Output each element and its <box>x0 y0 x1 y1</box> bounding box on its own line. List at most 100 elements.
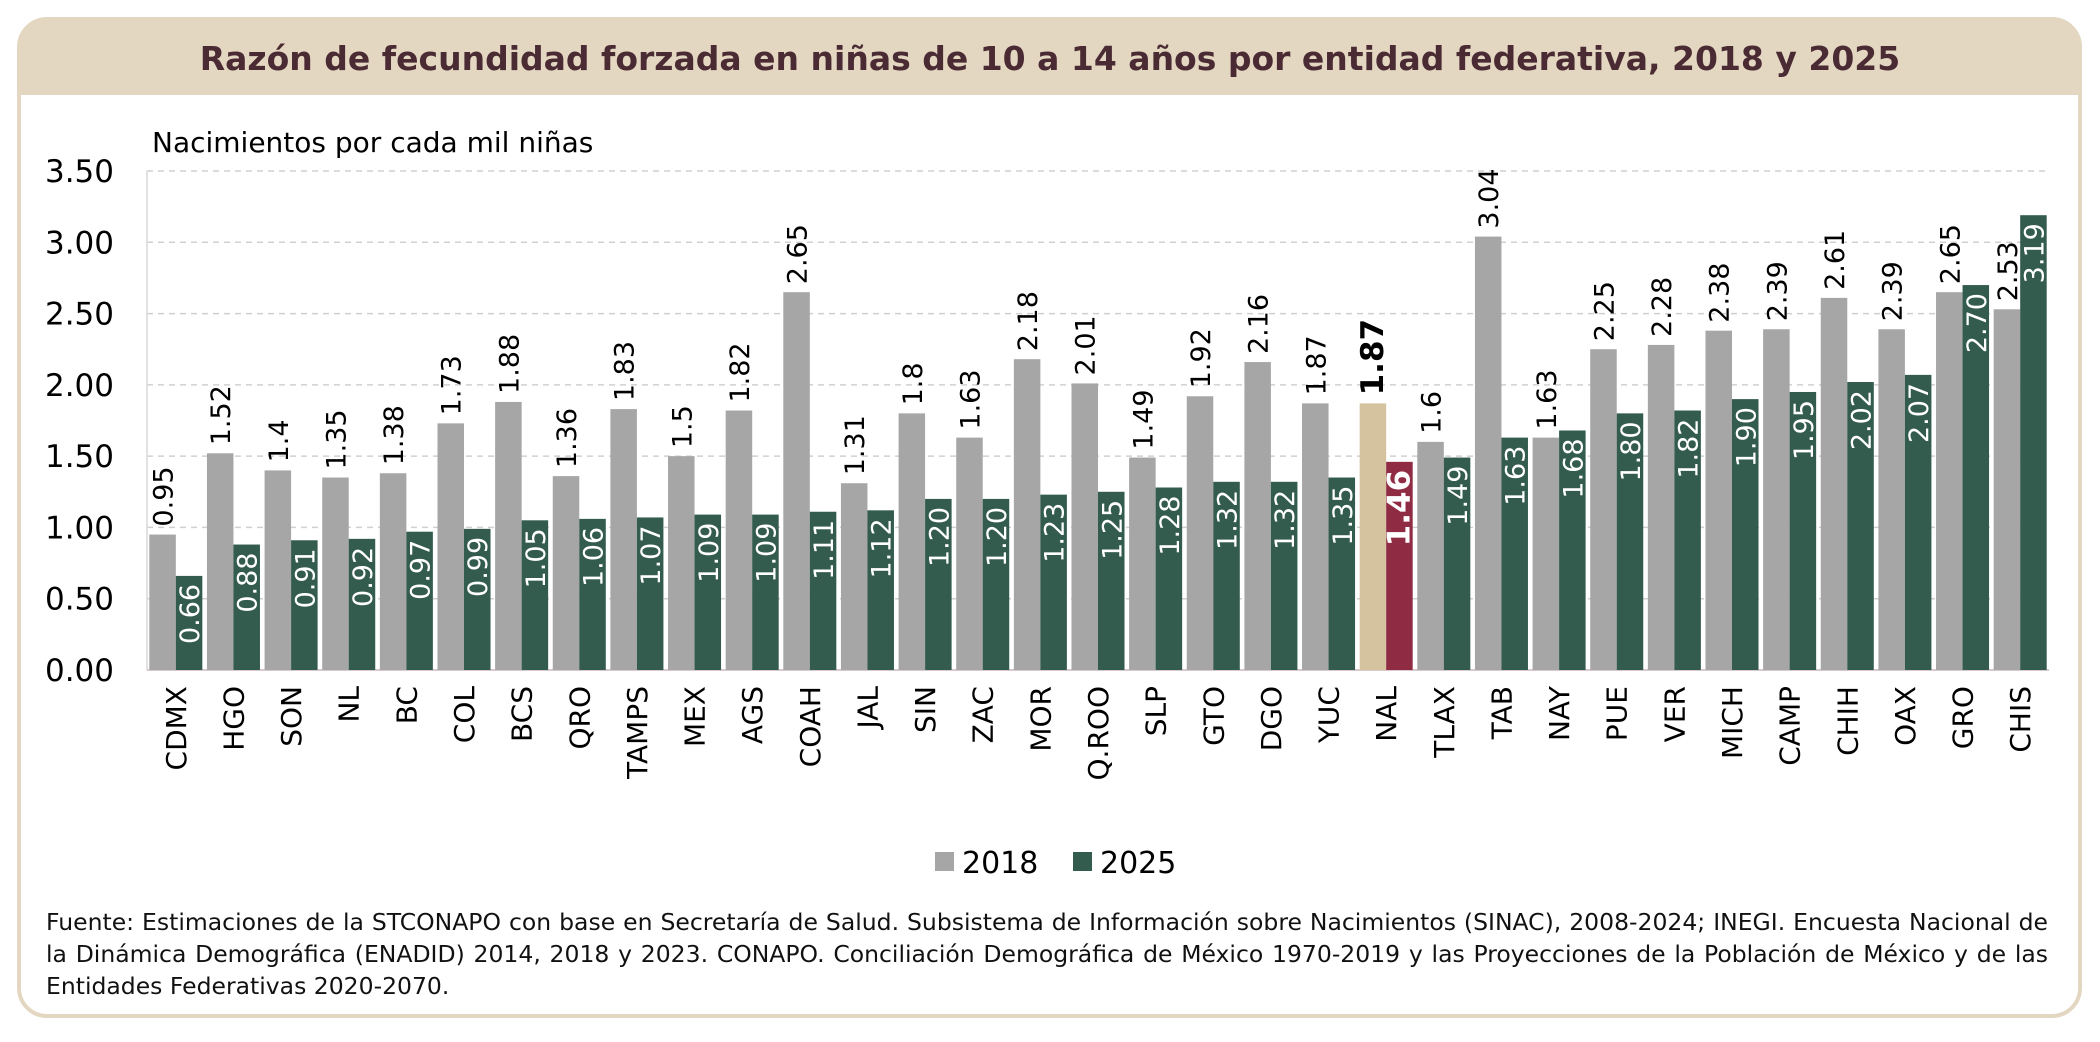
bar-2025-COAH <box>809 511 837 670</box>
data-label-2018: 2.01 <box>1071 315 1102 375</box>
bar-2018-SON <box>264 470 292 670</box>
data-label-2018: 1.52 <box>206 385 237 445</box>
x-tick-label: TLAX <box>1428 686 1461 759</box>
data-label-2025: 3.19 <box>2019 223 2050 283</box>
data-label-2018: 2.25 <box>1589 281 1620 341</box>
x-tick-label: GTO <box>1197 686 1230 746</box>
data-label-2025: 2.02 <box>1847 390 1878 450</box>
x-tick-label: SIN <box>909 686 942 733</box>
data-label-2025: 1.80 <box>1616 421 1647 481</box>
data-label-2025: 0.97 <box>406 540 437 600</box>
data-label-2025: 0.91 <box>290 548 321 608</box>
data-label-2018: 1.49 <box>1128 389 1159 449</box>
bar-2018-ZAC <box>956 437 983 670</box>
data-label-2025: 1.07 <box>636 525 667 585</box>
bar-2025-NAL <box>1386 461 1413 670</box>
data-label-2018: 1.4 <box>264 419 295 462</box>
bar-2018-JAL <box>840 483 868 670</box>
bar-2018-MOR <box>1013 359 1041 670</box>
data-label-2018: 1.73 <box>437 355 468 415</box>
data-label-2018: 1.38 <box>379 405 410 465</box>
x-tick-label: GRO <box>1947 686 1980 749</box>
data-label-2025: 1.49 <box>1443 466 1474 526</box>
footnote: Fuente: Estimaciones de la STCONAPO con … <box>46 908 2048 1000</box>
x-tick-label: CAMP <box>1774 686 1807 766</box>
x-tick-label: TAB <box>1485 686 1518 740</box>
bar-2025-DGO <box>1270 481 1298 670</box>
bar-2018-YUC <box>1302 403 1329 670</box>
bar-2018-GTO <box>1186 396 1214 670</box>
x-tick-label: HGO <box>217 686 250 751</box>
data-label-2018: 1.35 <box>321 409 352 469</box>
data-label-2018: 1.87 <box>1301 335 1332 395</box>
bar-2025-COL <box>464 528 491 670</box>
bar-2025-AGS <box>752 514 779 670</box>
bar-2018-CAMP <box>1763 329 1790 670</box>
data-label-2025: 1.35 <box>1328 486 1359 546</box>
bar-2025-NL <box>348 538 376 670</box>
bar-2025-CHIH <box>1847 382 1874 670</box>
bar-2018-VER <box>1647 344 1675 670</box>
bar-2025-CDMX <box>175 575 203 670</box>
data-label-2018: 1.36 <box>552 408 583 468</box>
data-label-2025: 1.05 <box>521 528 552 588</box>
x-tick-label: NAY <box>1543 685 1576 741</box>
bar-2025-CHIS <box>2020 215 2047 670</box>
bar-2018-COAH <box>783 292 810 670</box>
bar-2018-MICH <box>1705 330 1732 670</box>
bar-2025-MICH <box>1732 399 1759 670</box>
x-tick-label: MEX <box>679 686 712 747</box>
bar-2018-NAL <box>1359 403 1387 670</box>
data-label-2018: 2.16 <box>1244 294 1275 354</box>
bar-2018-Q.ROO <box>1071 383 1098 670</box>
x-tick-label: AGS <box>736 686 769 744</box>
bar-2018-NL <box>322 477 349 670</box>
x-tick-label: DGO <box>1255 686 1288 751</box>
data-label-2025: 1.20 <box>982 507 1013 567</box>
x-tick-label: MICH <box>1716 686 1749 759</box>
bar-2025-Q.ROO <box>1098 491 1125 670</box>
x-tick-label: TAMPS <box>621 686 654 780</box>
data-label-2018: 2.39 <box>1878 261 1909 321</box>
x-tick-label: ZAC <box>967 686 1000 743</box>
x-tick-label: BCS <box>506 686 539 742</box>
data-label-2025: 1.63 <box>1501 446 1532 506</box>
x-tick-label: CDMX <box>160 686 193 770</box>
data-label-2025: 1.82 <box>1674 419 1705 479</box>
data-label-2025: 1.09 <box>694 523 725 583</box>
data-label-2025: 1.32 <box>1270 490 1301 550</box>
bar-2018-GRO <box>1936 292 1963 670</box>
x-tick-label: MOR <box>1024 686 1057 752</box>
x-tick-label: CHIH <box>1831 686 1864 756</box>
bar-2025-TAB <box>1501 437 1528 670</box>
x-tick-label: JAL <box>851 686 884 731</box>
bar-2025-ZAC <box>982 498 1010 670</box>
data-label-2018: 1.87 <box>1355 319 1391 396</box>
bar-2018-DGO <box>1244 362 1271 670</box>
data-label-2018: 2.65 <box>1935 224 1966 284</box>
y-tick-label: 2.00 <box>45 368 114 404</box>
data-label-2018: 1.88 <box>494 334 525 394</box>
data-label-2018: 2.61 <box>1820 230 1851 290</box>
bar-2025-MEX <box>694 514 722 670</box>
data-label-2025: 1.06 <box>579 527 610 587</box>
data-label-2018: 1.5 <box>667 405 698 448</box>
data-label-2025: 1.25 <box>1097 500 1128 560</box>
bar-2025-SLP <box>1155 487 1183 670</box>
bar-2018-COL <box>437 423 464 670</box>
bar-2018-SLP <box>1129 457 1156 670</box>
data-label-2018: 1.83 <box>610 341 641 401</box>
bar-2025-SIN <box>925 498 952 670</box>
bar-2025-TAMPS <box>636 517 664 670</box>
data-label-2025: 1.20 <box>924 507 955 567</box>
bar-2018-AGS <box>725 410 753 670</box>
data-label-2025: 1.11 <box>809 520 840 580</box>
bar-2025-JAL <box>867 510 894 670</box>
bar-2018-BCS <box>495 401 522 670</box>
bar-2025-HGO <box>233 544 260 670</box>
bar-2025-GRO <box>1962 285 1990 670</box>
bar-2018-SIN <box>898 413 926 670</box>
x-tick-label: PUE <box>1601 686 1634 741</box>
bar-2018-TAMPS <box>610 409 637 670</box>
x-tick-label: NAL <box>1370 686 1403 742</box>
